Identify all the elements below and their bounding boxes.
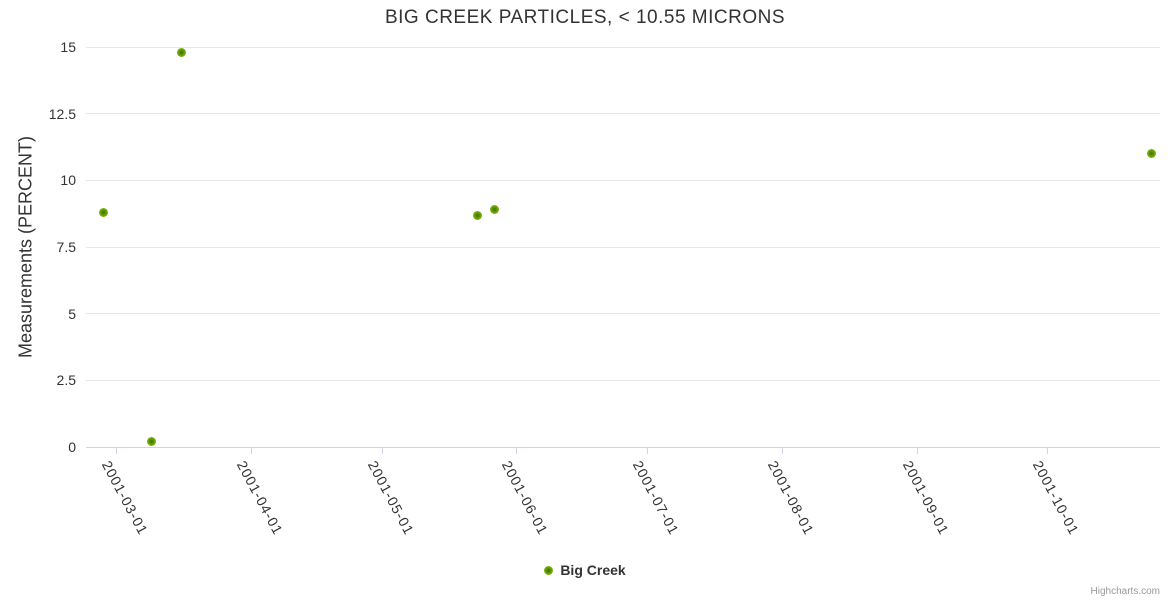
x-axis-tick-label: 2001-05-01	[364, 458, 417, 538]
data-point[interactable]	[472, 210, 482, 220]
x-axis-tick-label: 2001-06-01	[499, 458, 552, 538]
data-point[interactable]	[490, 205, 500, 215]
x-axis-tick-label: 2001-07-01	[629, 458, 683, 538]
y-gridline	[86, 113, 1160, 115]
y-axis-tick-label: 0	[68, 439, 76, 455]
y-gridline	[86, 313, 1160, 315]
y-axis-tick-label: 15	[60, 39, 76, 55]
y-axis-tick-label: 7.5	[56, 239, 76, 255]
x-axis-tick	[381, 448, 383, 454]
x-axis-tick-label: 2001-10-01	[1029, 458, 1083, 538]
y-axis-tick-label: 12.5	[48, 105, 76, 122]
legend-label: Big Creek	[560, 562, 626, 578]
x-axis-tick	[781, 448, 783, 454]
y-axis-tick-label: 5	[68, 305, 76, 322]
data-point[interactable]	[1146, 149, 1156, 159]
data-point[interactable]	[98, 207, 108, 217]
y-axis-tick-label: 10	[60, 172, 76, 189]
x-axis-tick-label: 2001-04-01	[234, 458, 287, 538]
x-axis-line	[86, 447, 1160, 448]
data-point[interactable]	[177, 47, 187, 57]
y-gridline	[86, 179, 1160, 181]
x-axis-tick-label: 2001-08-01	[764, 458, 818, 538]
chart-title: BIG CREEK PARTICLES, < 10.55 MICRONS	[384, 7, 786, 28]
data-point[interactable]	[146, 437, 156, 447]
legend-marker-icon	[544, 565, 554, 575]
x-axis-tick	[1046, 448, 1048, 454]
x-axis-tick	[916, 448, 918, 454]
x-axis-tick	[251, 448, 253, 454]
y-gridline	[86, 379, 1160, 381]
x-axis-tick	[116, 448, 118, 454]
x-axis-tick	[516, 448, 518, 454]
legend-item-big-creek[interactable]: Big Creek	[0, 562, 1170, 578]
x-axis-tick	[646, 448, 648, 454]
x-axis-tick-label: 2001-03-01	[99, 458, 152, 538]
highcharts-credit-link[interactable]: Highcharts.com	[1090, 586, 1160, 597]
y-gridline	[86, 46, 1160, 48]
y-gridline	[86, 246, 1160, 248]
y-axis-tick-label: 2.5	[56, 372, 76, 389]
x-axis-tick-label: 2001-09-01	[899, 458, 952, 538]
